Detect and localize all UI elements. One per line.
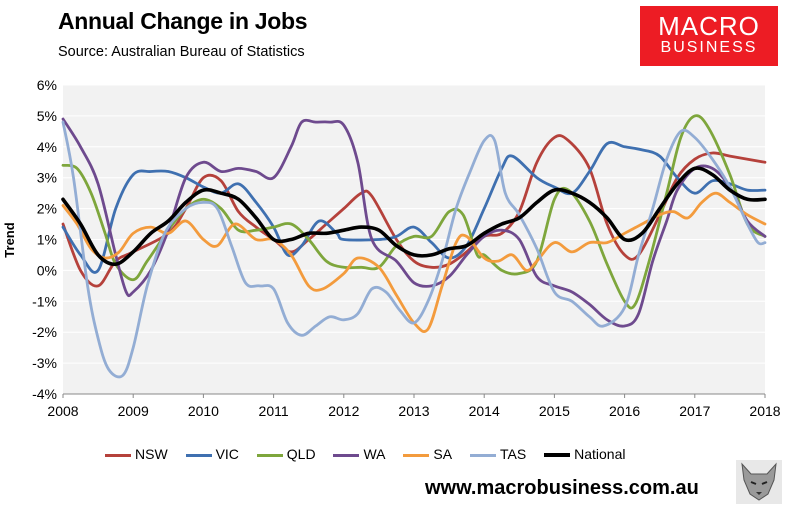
series-line-vic[interactable] <box>61 140 767 274</box>
chart-source: Source: Australian Bureau of Statistics <box>58 44 305 60</box>
series-line-wa[interactable] <box>61 117 767 328</box>
x-tick-label: 2014 <box>469 403 500 419</box>
legend-label-vic: VIC <box>215 446 239 462</box>
legend-swatch-qld <box>256 453 283 457</box>
fox-mascot-icon <box>736 460 782 504</box>
legend-item-nsw[interactable]: NSW <box>105 446 168 462</box>
x-tick-label: 2016 <box>609 403 640 419</box>
legend-swatch-wa <box>333 453 360 457</box>
x-tick-label: 2013 <box>398 403 429 419</box>
legend-swatch-tas <box>470 453 496 457</box>
y-tick-label: 1% <box>37 232 57 248</box>
y-tick-label: 4% <box>37 139 57 155</box>
legend-swatch-vic <box>185 453 212 457</box>
x-tick-label: 2010 <box>188 403 219 419</box>
legend-item-sa[interactable]: SA <box>403 446 452 462</box>
y-axis-label: Trend <box>2 222 17 257</box>
legend-item-tas[interactable]: TAS <box>470 446 526 462</box>
series-line-tas[interactable] <box>61 120 767 379</box>
legend-label-qld: QLD <box>286 446 316 462</box>
y-tick-label: -3% <box>32 355 57 371</box>
x-tick-label: 2011 <box>259 403 289 419</box>
footer-url[interactable]: www.macrobusiness.com.au <box>425 477 699 499</box>
legend-item-vic[interactable]: VIC <box>185 446 239 462</box>
legend-label-nsw: NSW <box>135 446 168 462</box>
legend-item-national[interactable]: National <box>544 446 625 462</box>
y-axis-ticks: 6% 5% 4% 3% 2% 1% 0% -1% -2% -3% -4% <box>32 77 57 402</box>
x-tick-label: 2018 <box>749 403 780 419</box>
chart-title: Annual Change in Jobs <box>58 8 308 34</box>
legend-label-wa: WA <box>363 446 386 462</box>
legend-swatch-national <box>544 453 571 458</box>
x-tick-label: 2012 <box>328 403 359 419</box>
y-tick-label: 5% <box>37 108 57 124</box>
y-tick-label: -4% <box>32 386 57 402</box>
series-lines <box>61 114 767 379</box>
legend: NSW VIC QLD WA SA TAS National <box>105 446 639 462</box>
y-tick-label: -1% <box>32 293 57 309</box>
y-tick-label: -2% <box>32 324 57 340</box>
y-tick-label: 3% <box>37 170 57 186</box>
logo-line1: MACRO <box>658 11 760 41</box>
legend-label-sa: SA <box>433 446 453 462</box>
x-tick-label: 2009 <box>118 403 149 419</box>
legend-item-qld[interactable]: QLD <box>256 446 316 462</box>
x-tick-label: 2015 <box>539 403 570 419</box>
x-tick-label: 2017 <box>679 403 710 419</box>
legend-swatch-nsw <box>105 453 131 457</box>
y-tick-label: 6% <box>37 77 57 93</box>
y-tick-label: 0% <box>37 262 57 278</box>
legend-swatch-sa <box>403 453 430 457</box>
y-tick-label: 2% <box>37 201 57 217</box>
series-line-national[interactable] <box>61 166 767 267</box>
x-tick-label: 2008 <box>47 403 78 419</box>
legend-label-national: National <box>574 446 626 462</box>
logo-line2: BUSINESS <box>660 39 758 56</box>
macrobusiness-logo[interactable]: MACRO BUSINESS <box>640 6 778 66</box>
x-axis-ticks: 2008 2009 2010 2011 2012 2013 2014 2015 2016 2017… <box>47 393 781 419</box>
legend-item-wa[interactable]: WA <box>333 446 386 462</box>
legend-label-tas: TAS <box>500 446 527 462</box>
